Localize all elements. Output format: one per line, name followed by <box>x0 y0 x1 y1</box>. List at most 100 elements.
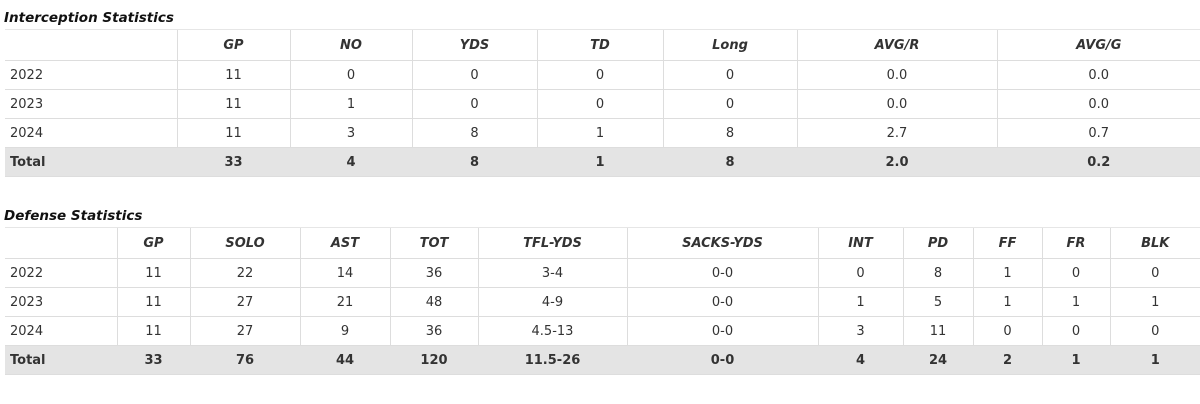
cell: 48 <box>389 287 478 317</box>
total-row: Total 33 76 44 120 11.5-26 0-0 4 24 2 1 1 <box>5 345 1200 375</box>
cell: 3-4 <box>477 258 627 288</box>
data-row: 2024 11 27 9 36 4.5-13 0-0 3 11 0 0 0 <box>5 316 1200 346</box>
cell: 11 <box>902 316 973 346</box>
row-label: 2022 <box>5 60 177 90</box>
cell: 120 <box>389 345 478 375</box>
cell: 0.0 <box>996 60 1200 90</box>
cell: 27 <box>189 316 300 346</box>
cell: 0 <box>289 60 412 90</box>
cell: 1 <box>536 147 663 177</box>
cell: 4 <box>817 345 903 375</box>
cell: 4.5-13 <box>477 316 627 346</box>
cell: 8 <box>662 147 797 177</box>
cell: 8 <box>902 258 973 288</box>
cell: 0 <box>1041 258 1110 288</box>
cell: 0 <box>411 60 537 90</box>
header-cell: FR <box>1041 227 1110 259</box>
cell: 0-0 <box>626 287 818 317</box>
row-label: 2022 <box>5 258 117 288</box>
cell: 76 <box>189 345 300 375</box>
cell: 1 <box>1041 287 1110 317</box>
cell: 22 <box>189 258 300 288</box>
header-cell: FF <box>972 227 1042 259</box>
cell: 0-0 <box>626 316 818 346</box>
cell: 11 <box>116 287 190 317</box>
header-cell: GP <box>176 29 290 61</box>
cell: 36 <box>389 258 478 288</box>
header-cell: TFL-YDS <box>477 227 627 259</box>
table-body: 2022 11 0 0 0 0 0.0 0.0 2023 11 1 0 0 0 0.0 0.0 2024 11 3 8… <box>5 60 1200 177</box>
header-cell: BLK <box>1109 227 1200 259</box>
cell: 21 <box>299 287 390 317</box>
header-cell: AVG/G <box>996 29 1200 61</box>
header-cell: SACKS-YDS <box>626 227 818 259</box>
cell: 2.0 <box>796 147 997 177</box>
cell: 1 <box>1041 345 1110 375</box>
cell: 11 <box>116 258 190 288</box>
cell: 8 <box>411 147 537 177</box>
row-label: 2023 <box>5 89 177 119</box>
cell: 0 <box>1041 316 1110 346</box>
header-cell: NO <box>289 29 412 61</box>
cell: 11.5-26 <box>477 345 627 375</box>
header-cell: TOT <box>389 227 478 259</box>
row-label: 2024 <box>5 118 177 148</box>
row-label: 2024 <box>5 316 117 346</box>
cell: 0 <box>536 89 663 119</box>
cell: 4-9 <box>477 287 627 317</box>
cell: 33 <box>116 345 190 375</box>
cell: 2 <box>972 345 1042 375</box>
cell: 33 <box>176 147 290 177</box>
header-cell: YDS <box>411 29 537 61</box>
cell: 0 <box>972 316 1042 346</box>
cell: 0 <box>662 89 797 119</box>
cell: 0.2 <box>996 147 1200 177</box>
cell: 1 <box>536 118 663 148</box>
header-cell: PD <box>902 227 973 259</box>
cell: 44 <box>299 345 390 375</box>
header-cell <box>5 227 117 259</box>
header-cell: TD <box>536 29 663 61</box>
cell: 0 <box>411 89 537 119</box>
cell: 1 <box>1109 345 1200 375</box>
data-row: 2023 11 27 21 48 4-9 0-0 1 5 1 1 1 <box>5 287 1200 317</box>
data-row: 2024 11 3 8 1 8 2.7 0.7 <box>5 118 1200 148</box>
data-row: 2023 11 1 0 0 0 0.0 0.0 <box>5 89 1200 119</box>
table-body: 2022 11 22 14 36 3-4 0-0 0 8 1 0 0 2023 11 27 21 48 4-9 0-… <box>5 258 1200 375</box>
cell: 0.7 <box>996 118 1200 148</box>
stats-table: GP SOLO AST TOT TFL-YDS SACKS-YDS INT PD FF FR BLK… <box>5 227 1200 375</box>
cell: 3 <box>817 316 903 346</box>
section-title: Interception Statistics <box>4 10 174 26</box>
header-cell: GP <box>116 227 190 259</box>
header-cell: Long <box>662 29 797 61</box>
row-label: 2023 <box>5 287 117 317</box>
cell: 0-0 <box>626 345 818 375</box>
table-head: GP SOLO AST TOT TFL-YDS SACKS-YDS INT PD FF FR BLK <box>5 227 1200 259</box>
cell: 1 <box>1109 287 1200 317</box>
stats-table: GP NO YDS TD Long AVG/R AVG/G 2022 11 0 0 0 0 0.0 0.0 2… <box>5 29 1200 177</box>
cell: 0 <box>536 60 663 90</box>
cell: 27 <box>189 287 300 317</box>
cell: 5 <box>902 287 973 317</box>
header-cell: SOLO <box>189 227 300 259</box>
cell: 11 <box>116 316 190 346</box>
cell: 1 <box>972 287 1042 317</box>
header-cell <box>5 29 177 61</box>
cell: 24 <box>902 345 973 375</box>
cell: 0-0 <box>626 258 818 288</box>
cell: 0 <box>1109 258 1200 288</box>
header-cell: AVG/R <box>796 29 997 61</box>
row-label: Total <box>5 345 117 375</box>
cell: 0.0 <box>796 60 997 90</box>
header-cell: AST <box>299 227 390 259</box>
cell: 2.7 <box>796 118 997 148</box>
header-row: GP SOLO AST TOT TFL-YDS SACKS-YDS INT PD FF FR BLK <box>5 227 1200 259</box>
cell: 36 <box>389 316 478 346</box>
cell: 0.0 <box>796 89 997 119</box>
cell: 11 <box>176 89 290 119</box>
cell: 0 <box>1109 316 1200 346</box>
cell: 0.0 <box>996 89 1200 119</box>
cell: 3 <box>289 118 412 148</box>
header-cell: INT <box>817 227 903 259</box>
